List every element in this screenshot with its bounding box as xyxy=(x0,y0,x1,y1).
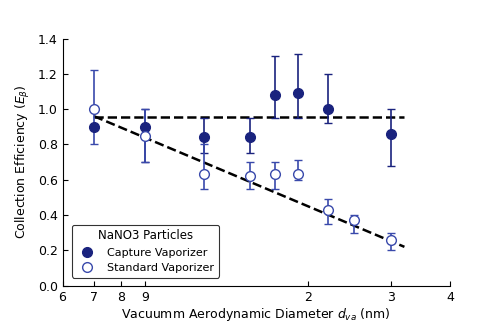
X-axis label: Vacuumm Aerodynamic Diameter $d_{va}$ (nm): Vacuumm Aerodynamic Diameter $d_{va}$ (n… xyxy=(122,306,391,321)
Y-axis label: Collection Efficiency ($E_{\beta}$): Collection Efficiency ($E_{\beta}$) xyxy=(14,85,32,239)
Legend: Capture Vaporizer, Standard Vaporizer: Capture Vaporizer, Standard Vaporizer xyxy=(72,225,219,278)
